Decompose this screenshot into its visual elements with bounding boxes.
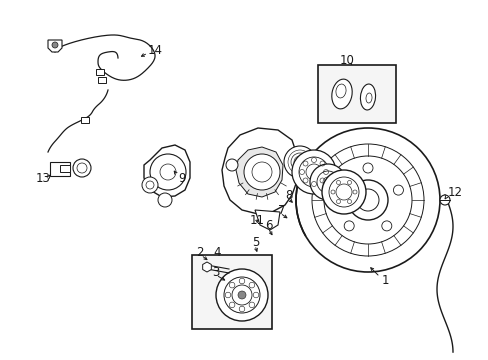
Circle shape — [244, 154, 280, 190]
Ellipse shape — [360, 84, 375, 110]
FancyBboxPatch shape — [317, 65, 395, 123]
Polygon shape — [48, 40, 62, 52]
Text: 5: 5 — [251, 235, 259, 248]
Circle shape — [321, 170, 365, 214]
Text: 3: 3 — [212, 266, 219, 279]
FancyBboxPatch shape — [60, 165, 70, 172]
Circle shape — [142, 177, 158, 193]
Text: 9: 9 — [178, 171, 185, 185]
Circle shape — [309, 164, 346, 200]
FancyBboxPatch shape — [50, 162, 70, 176]
Text: 11: 11 — [249, 213, 264, 226]
Text: 10: 10 — [339, 54, 354, 67]
Circle shape — [158, 193, 172, 207]
FancyBboxPatch shape — [81, 117, 89, 123]
Text: 8: 8 — [285, 189, 292, 202]
Text: 1: 1 — [381, 274, 389, 287]
FancyBboxPatch shape — [98, 77, 106, 83]
Circle shape — [150, 154, 185, 190]
Circle shape — [216, 269, 267, 321]
Text: 4: 4 — [213, 246, 220, 258]
Text: 12: 12 — [447, 185, 462, 198]
Circle shape — [291, 150, 335, 194]
Text: 14: 14 — [148, 44, 163, 57]
Circle shape — [284, 146, 315, 178]
Circle shape — [52, 42, 58, 48]
Text: 6: 6 — [264, 219, 272, 231]
Polygon shape — [222, 128, 297, 214]
Polygon shape — [254, 210, 280, 230]
FancyBboxPatch shape — [96, 69, 104, 75]
Circle shape — [238, 291, 245, 299]
Ellipse shape — [331, 79, 351, 109]
Polygon shape — [236, 147, 283, 197]
Polygon shape — [143, 145, 190, 197]
FancyBboxPatch shape — [192, 255, 271, 329]
Polygon shape — [202, 262, 211, 272]
Circle shape — [439, 195, 449, 205]
Circle shape — [225, 159, 238, 171]
Circle shape — [73, 159, 91, 177]
Text: 7: 7 — [278, 203, 285, 216]
Text: 2: 2 — [196, 246, 203, 258]
Text: 13: 13 — [36, 171, 51, 185]
